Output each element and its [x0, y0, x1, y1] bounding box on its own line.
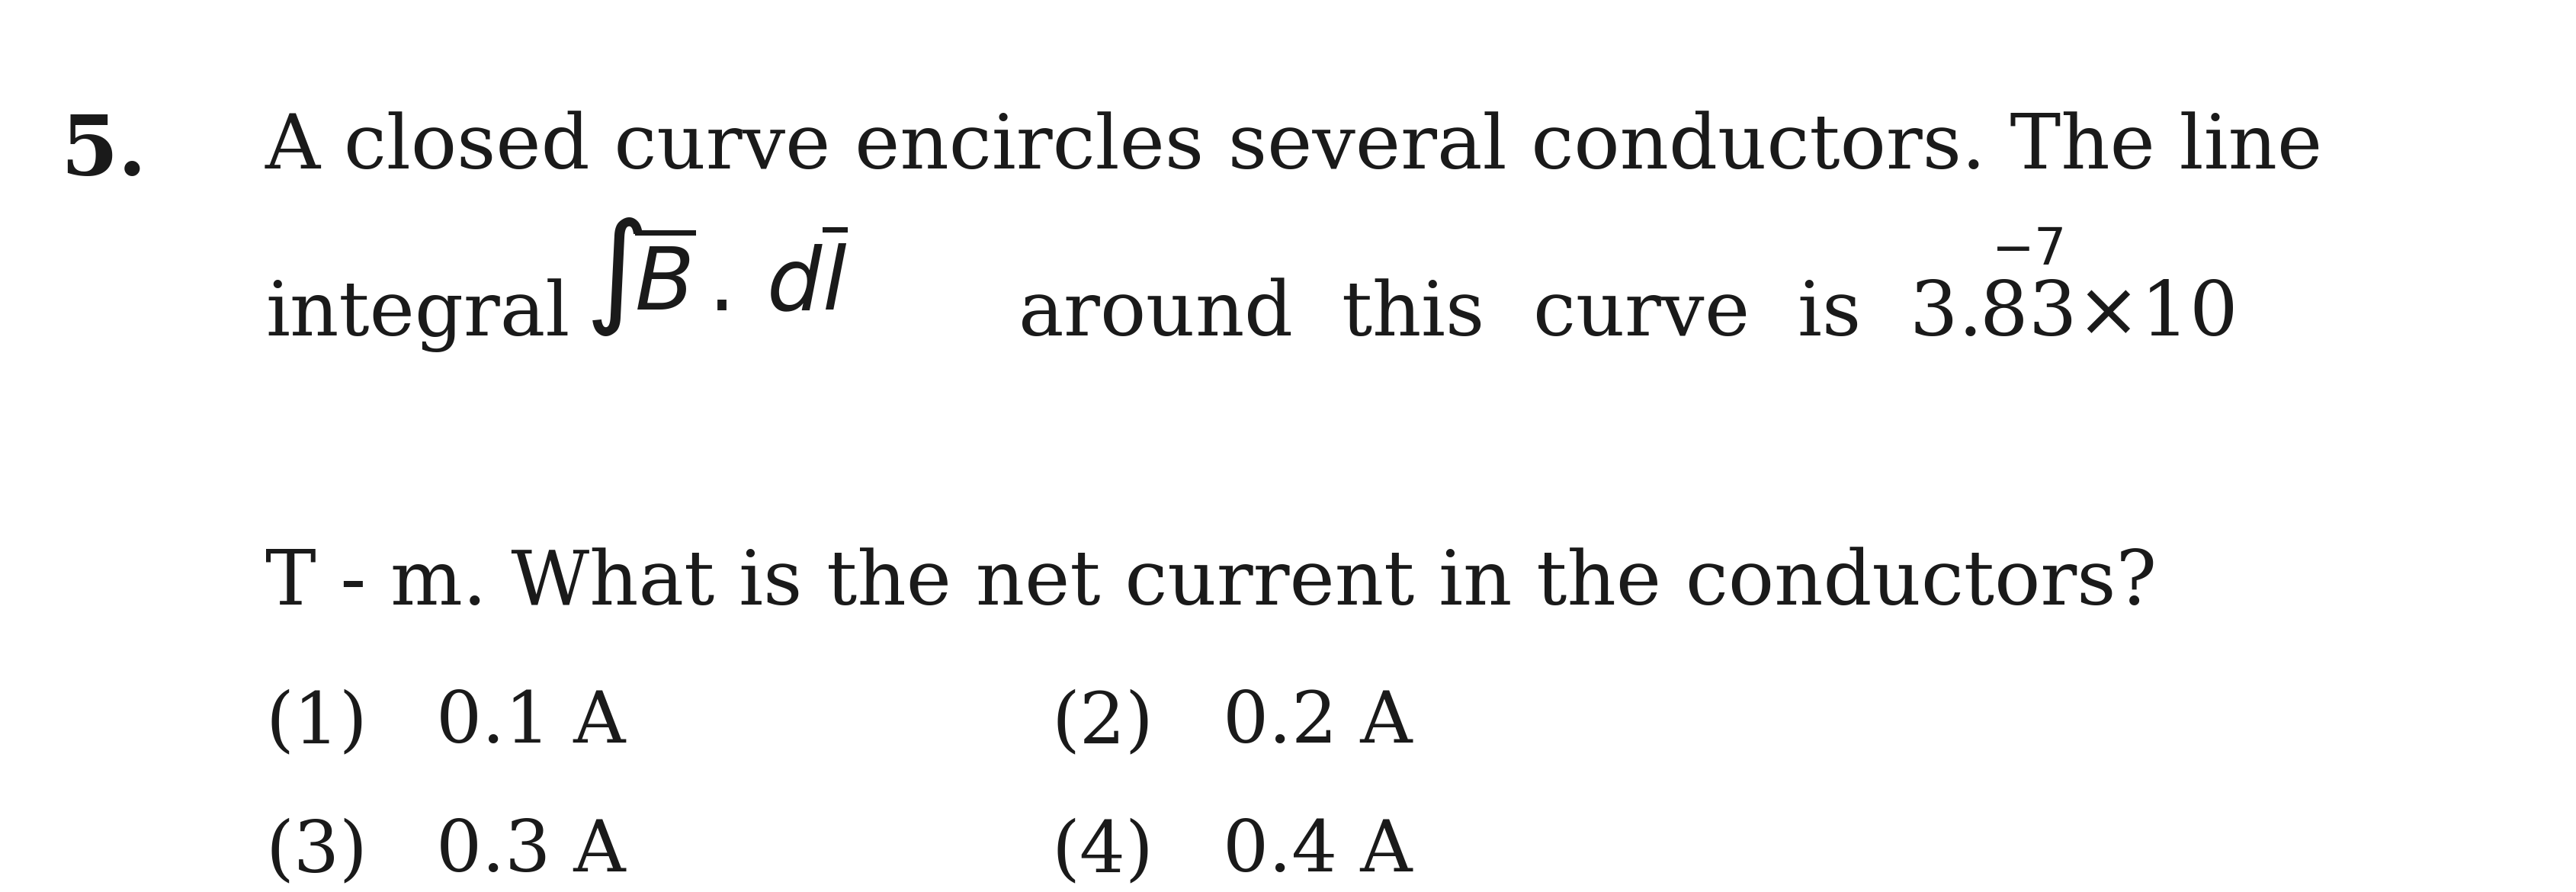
Text: $-7$: $-7$	[1991, 226, 2063, 276]
Text: around  this  curve  is  3.83$\times$10: around this curve is 3.83$\times$10	[1018, 278, 2233, 351]
Text: integral: integral	[265, 278, 569, 352]
Text: 0.4 A: 0.4 A	[1224, 817, 1412, 886]
Text: (4): (4)	[1051, 817, 1154, 886]
Text: A closed curve encircles several conductors. The line: A closed curve encircles several conduct…	[265, 112, 2324, 185]
Text: 0.3 A: 0.3 A	[435, 817, 626, 886]
Text: (1): (1)	[265, 689, 368, 757]
Text: 0.1 A: 0.1 A	[435, 689, 626, 757]
Text: 0.2 A: 0.2 A	[1224, 689, 1412, 757]
Text: (3): (3)	[265, 817, 368, 886]
Text: $\int\!\overline{B}\,.\,d\overline{l}$: $\int\!\overline{B}\,.\,d\overline{l}$	[585, 216, 848, 338]
Text: (2): (2)	[1051, 689, 1154, 757]
Text: T - m. What is the net current in the conductors?: T - m. What is the net current in the co…	[265, 548, 2156, 620]
Text: 5.: 5.	[59, 112, 147, 192]
